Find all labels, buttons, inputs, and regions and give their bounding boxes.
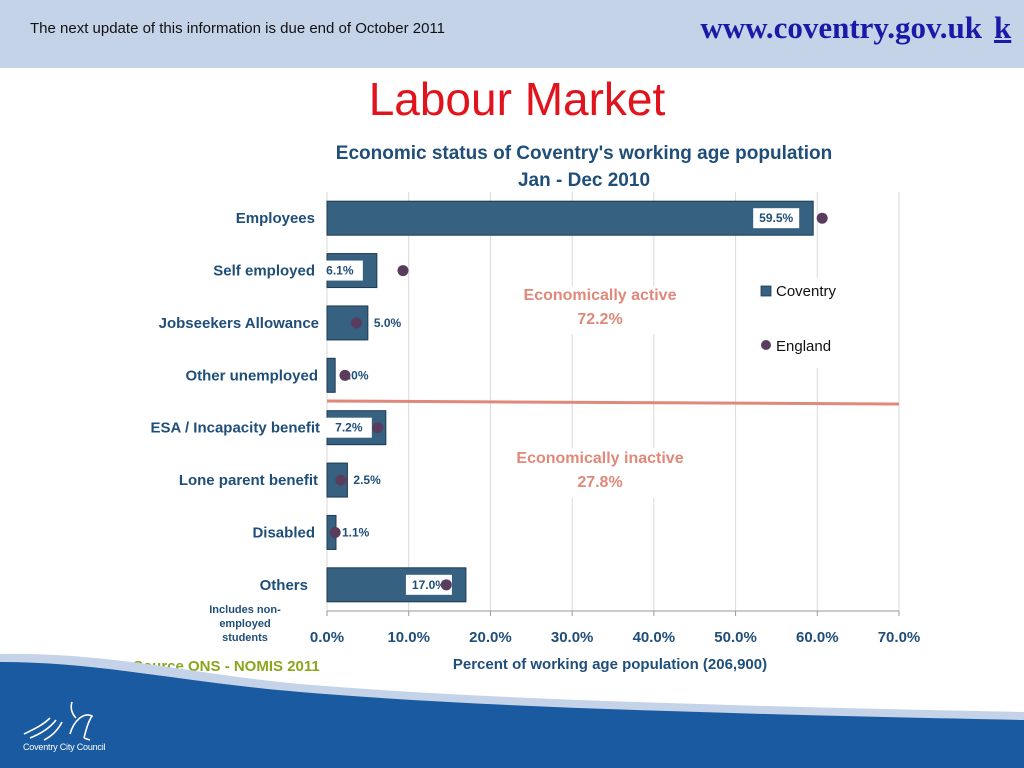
england-marker xyxy=(397,265,409,277)
category-label: Lone parent benefit xyxy=(179,472,318,489)
data-label: 1.1% xyxy=(342,525,370,539)
data-label: 6.1% xyxy=(326,264,354,278)
data-label-box xyxy=(316,260,363,281)
data-label: 59.5% xyxy=(759,211,793,225)
website-link[interactable]: www.coventry.gov.uk xyxy=(700,10,982,45)
category-labels: Employees Self employed Jobseekers Allowan… xyxy=(151,210,321,594)
category-note-line: students xyxy=(222,632,268,644)
bar-other-unemployed xyxy=(326,357,336,393)
band-backdrop xyxy=(499,448,701,498)
x-tick-label: 60.0% xyxy=(796,629,839,646)
legend-swatch-coventry xyxy=(760,285,772,297)
data-label: 2.5% xyxy=(353,473,381,487)
data-label: 7.2% xyxy=(335,421,363,435)
bar-employees xyxy=(326,200,814,236)
category-label: Employees xyxy=(236,210,315,227)
england-markers xyxy=(329,212,828,591)
data-label: 17.0% xyxy=(412,578,446,592)
data-label-box xyxy=(325,417,372,438)
slide-title: Labour Market xyxy=(368,73,666,125)
category-label: ESA / Incapacity benefit xyxy=(151,420,321,437)
x-tick-label: 70.0% xyxy=(878,629,921,646)
data-label: 5.0% xyxy=(374,316,402,330)
x-tick-label: 0.0% xyxy=(310,629,344,646)
data-label-box xyxy=(405,574,452,595)
x-axis-title: Percent of working age population (206,9… xyxy=(452,656,768,673)
band-label: Economically active xyxy=(524,287,677,304)
update-note: The next update of this information is d… xyxy=(30,20,445,37)
header-bar xyxy=(0,0,1024,68)
england-marker xyxy=(440,579,452,591)
england-marker xyxy=(339,369,351,381)
footer-wave xyxy=(0,653,1024,768)
england-marker xyxy=(335,474,347,486)
category-label: Others xyxy=(260,577,308,594)
legend-swatch-england xyxy=(761,340,771,350)
council-name: Coventry City Council xyxy=(23,742,106,752)
band-value: 27.8% xyxy=(577,474,622,491)
website-link-truncated[interactable]: k xyxy=(994,10,1012,45)
chart-title-main: Economic status of Coventry's working ag… xyxy=(335,143,833,164)
legend-label-england: England xyxy=(776,338,831,355)
x-tick-label: 10.0% xyxy=(387,629,430,646)
data-label-box xyxy=(753,208,800,229)
band-value: 72.2% xyxy=(577,311,622,328)
category-label: Self employed xyxy=(213,263,315,280)
category-note: Includes non-employed students xyxy=(209,604,281,644)
x-tick-label: 40.0% xyxy=(633,629,676,646)
england-marker xyxy=(350,317,362,329)
active-inactive-divider xyxy=(326,399,900,406)
chart-legend: Coventry England xyxy=(745,278,865,368)
england-marker xyxy=(329,526,341,538)
council-logo-icon xyxy=(23,701,94,741)
band-backdrop xyxy=(505,286,695,334)
category-note-line: employed xyxy=(219,618,270,630)
chart-title: Economic status of Coventry's working ag… xyxy=(276,140,892,194)
category-label: Disabled xyxy=(252,524,315,541)
x-tick-label: 50.0% xyxy=(714,629,757,646)
chart-subtitle: Jan - Dec 2010 xyxy=(517,170,651,191)
x-axis-ticks: 0.0% 10.0% 20.0% 30.0% 40.0% 50.0% 60.0% 70.0% xyxy=(310,629,920,646)
legend-label-coventry: Coventry xyxy=(776,283,837,300)
category-label: Other unemployed xyxy=(185,367,318,384)
band-label: Economically inactive xyxy=(516,450,683,467)
x-tick-label: 20.0% xyxy=(469,629,512,646)
category-note-line: Includes non- xyxy=(209,604,281,616)
x-tick-label: 30.0% xyxy=(551,629,594,646)
category-label: Jobseekers Allowance xyxy=(159,315,319,332)
england-marker xyxy=(816,212,828,224)
chart-band-annotations: Economically active 72.2% Economically ina… xyxy=(326,286,900,498)
england-marker xyxy=(372,422,384,434)
